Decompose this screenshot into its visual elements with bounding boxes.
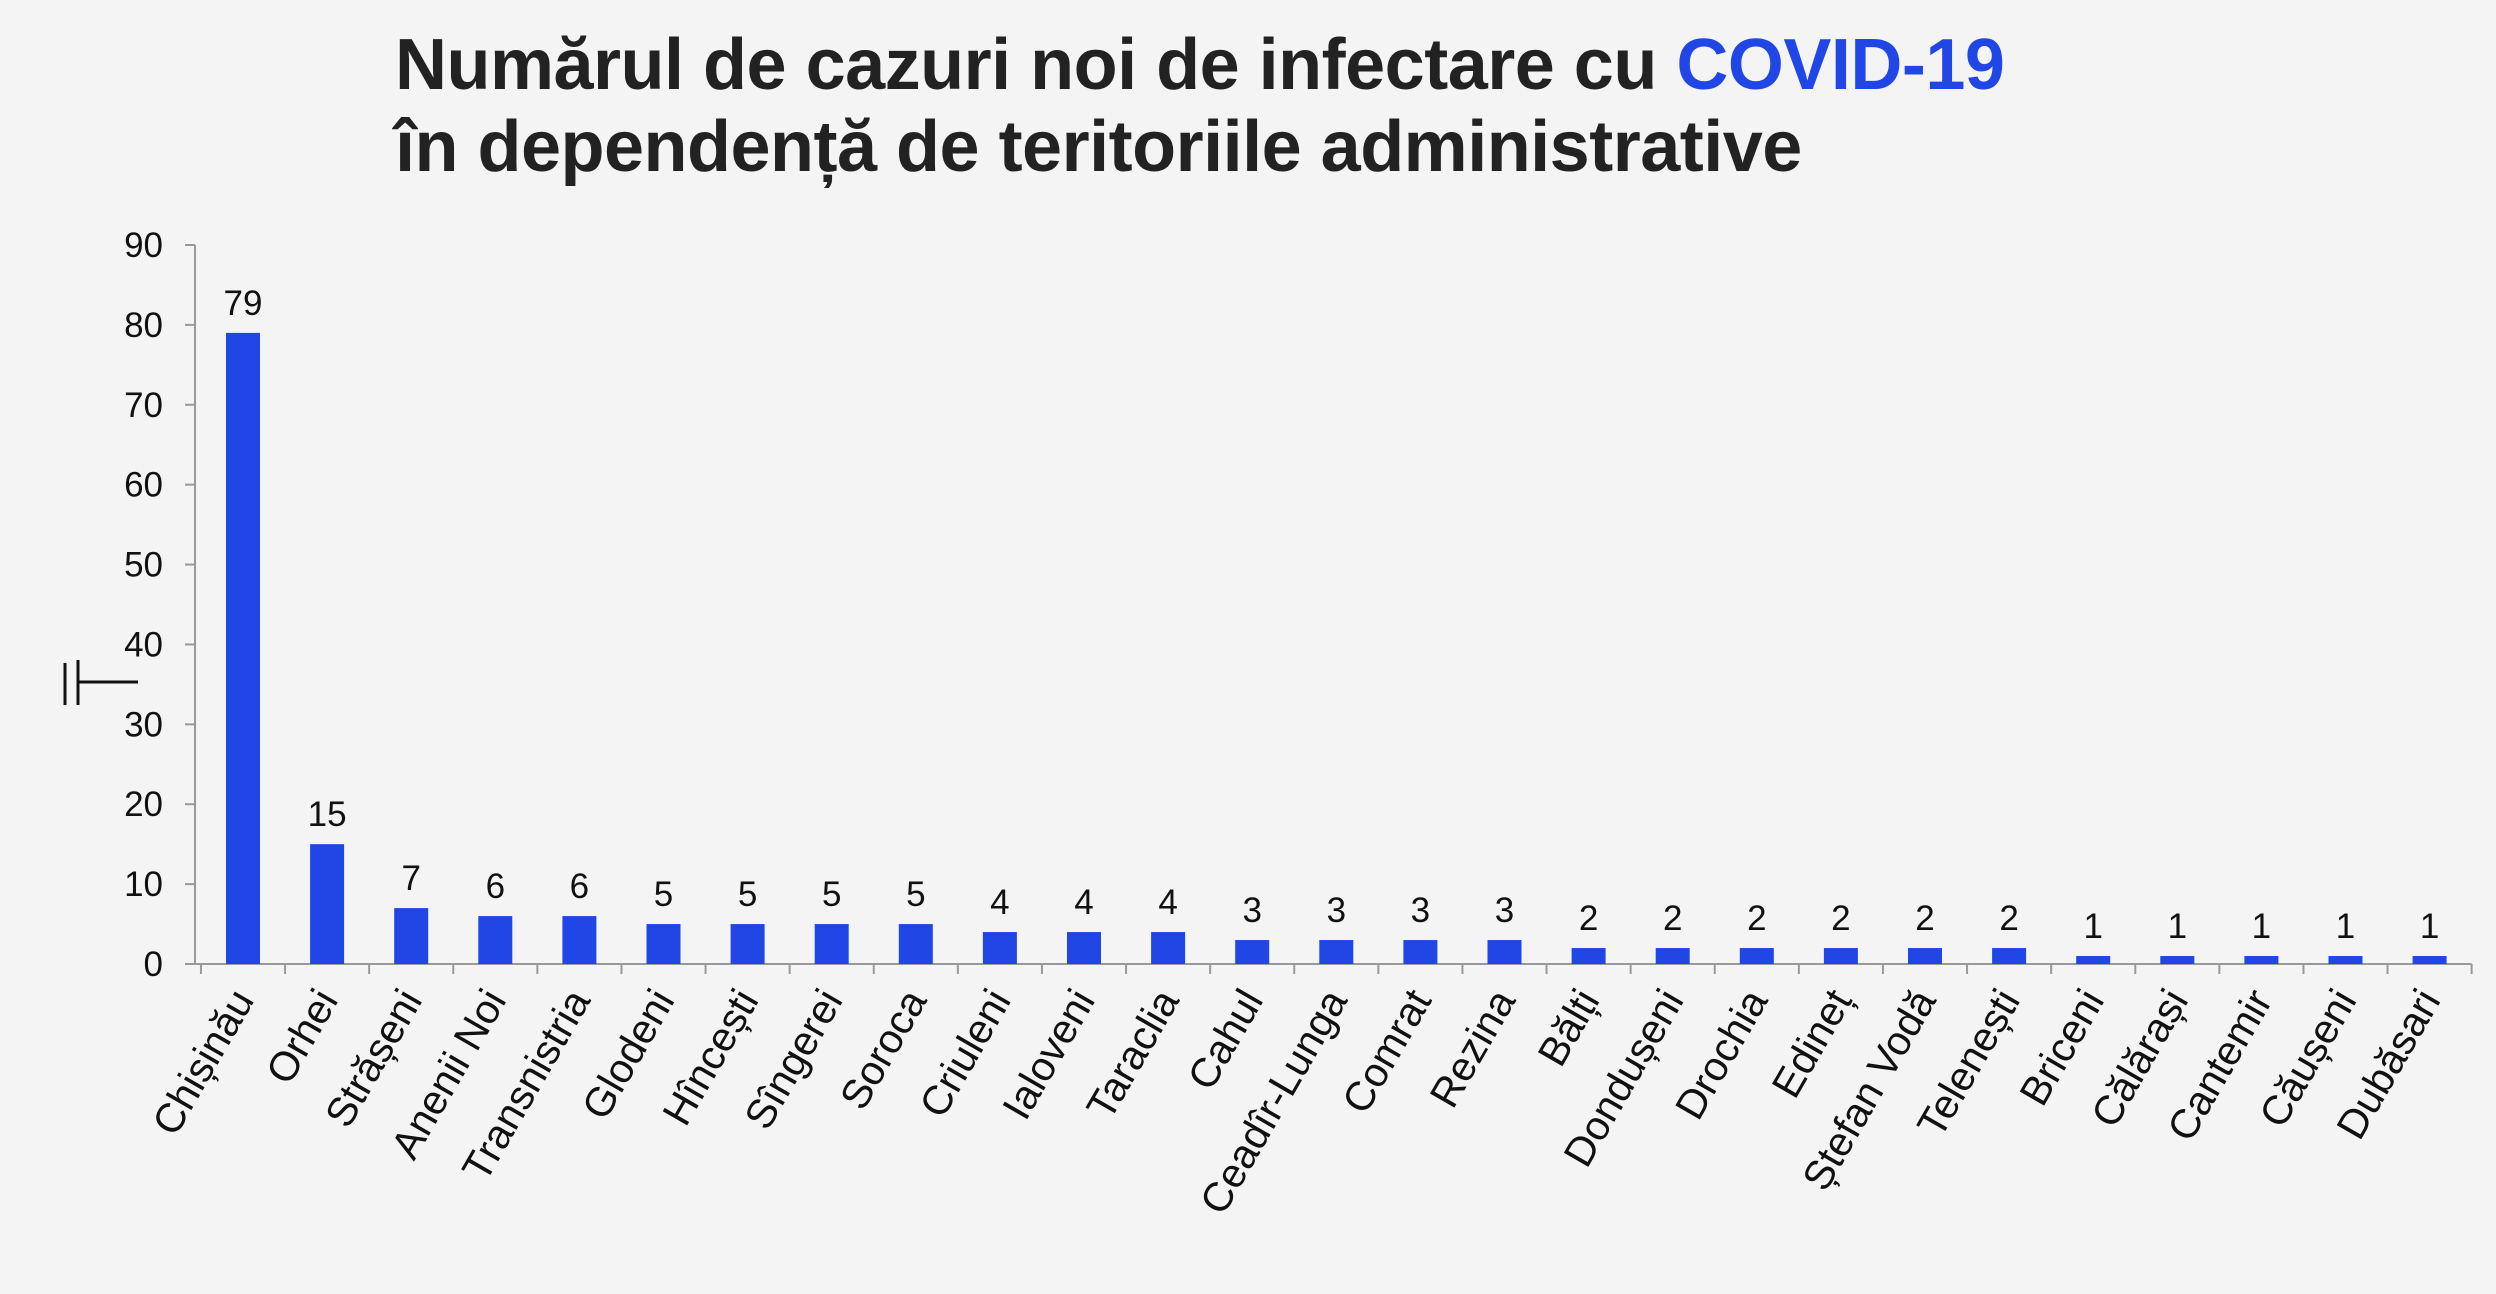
bar: [646, 924, 681, 964]
chart-title: Numărul de cazuri noi de infectare cu CO…: [395, 24, 2005, 188]
y-tick-label: 40: [124, 625, 163, 664]
y-tick-label: 30: [124, 705, 163, 744]
bar-value-label: 5: [654, 875, 673, 914]
bar-value-label: 2: [1747, 899, 1766, 938]
bar: [982, 932, 1017, 964]
bar-value-label: 6: [570, 867, 589, 906]
bar-value-label: 2: [1999, 899, 2018, 938]
bar: [2244, 956, 2279, 964]
bar: [2160, 956, 2195, 964]
bar-value-label: 4: [1158, 883, 1177, 922]
bar: [1235, 940, 1270, 964]
bar: [394, 908, 429, 964]
y-tick-label: 70: [124, 386, 163, 425]
bar-value-label: 1: [2083, 907, 2102, 946]
bar: [562, 916, 597, 964]
bar-value-label: 7: [401, 859, 420, 898]
bar-value-label: 5: [738, 875, 757, 914]
bar: [310, 844, 345, 964]
x-category-label: Bălți: [1529, 982, 1609, 1074]
bar-value-label: 2: [1579, 899, 1598, 938]
bar-value-label: 3: [1327, 891, 1346, 930]
x-category-label: Orhei: [257, 982, 347, 1092]
bar-value-label: 79: [224, 284, 263, 323]
bar: [226, 332, 260, 964]
bar-value-label: 4: [1074, 883, 1093, 922]
bar-value-label: 1: [2252, 907, 2271, 946]
bar: [2076, 956, 2111, 964]
y-tick-label: 50: [124, 546, 163, 585]
y-tick-label: 90: [124, 226, 163, 265]
bar-value-label: 2: [1831, 899, 1850, 938]
y-tick-label: 0: [144, 945, 163, 984]
bar: [1655, 948, 1690, 964]
bar: [814, 924, 849, 964]
bar-value-label: 15: [308, 795, 347, 834]
bar-value-label: 2: [1915, 899, 1934, 938]
x-axis: [195, 963, 2473, 974]
bar-value-label: 3: [1411, 891, 1430, 930]
bar-value-label: 2: [1663, 899, 1682, 938]
bar: [2412, 956, 2447, 964]
x-category-label: Chișinău: [143, 982, 263, 1143]
bar: [1487, 940, 1522, 964]
chart-title-line1: Numărul de cazuri noi de infectare cu CO…: [395, 25, 2005, 105]
bar: [478, 916, 513, 964]
y-tick-label: 10: [124, 865, 163, 904]
bar-value-label: 1: [2168, 907, 2187, 946]
y-axis: 0 10 20 30 40 50 60 70 80 90: [124, 226, 196, 984]
bar: [1992, 948, 2027, 964]
bar: [2328, 956, 2363, 964]
bar-value-label: 1: [2336, 907, 2355, 946]
bar-value-label: 3: [1242, 891, 1261, 930]
bar-value-label: 6: [486, 867, 505, 906]
bar: [1571, 948, 1606, 964]
y-axis-label-mark: [63, 660, 138, 705]
bar: [730, 924, 765, 964]
x-category-label: Rezina: [1421, 981, 1525, 1115]
y-tick-label: 80: [124, 306, 163, 345]
bar: [1823, 948, 1858, 964]
bar-value-label: 1: [2420, 907, 2439, 946]
bar-value-label: 5: [906, 875, 925, 914]
bar: [1739, 948, 1774, 964]
bar-value-label: 3: [1495, 891, 1514, 930]
bar: [1908, 948, 1942, 964]
bar: [898, 924, 933, 964]
x-category-label: Cahul: [1179, 982, 1272, 1098]
chart-title-line2: în dependență de teritoriile administrat…: [395, 107, 1802, 187]
bar: [1319, 940, 1354, 964]
value-labels: 79 15 7 6 6 5 5 5 5 4 4 4 3 3 3 3 2 2 2 2 2 2 1 1 1 1 1: [224, 284, 2440, 946]
bars: [226, 332, 2447, 964]
bar-value-label: 4: [990, 883, 1009, 922]
y-tick-label: 20: [124, 785, 163, 824]
chart-title-accent: COVID-19: [1676, 25, 2005, 105]
y-tick-label: 60: [124, 466, 163, 505]
bar: [1067, 932, 1101, 964]
bar-value-label: 5: [822, 875, 841, 914]
bar: [1151, 932, 1186, 964]
chart-title-prefix: Numărul de cazuri noi de infectare cu: [395, 25, 1677, 105]
bar: [1403, 940, 1438, 964]
